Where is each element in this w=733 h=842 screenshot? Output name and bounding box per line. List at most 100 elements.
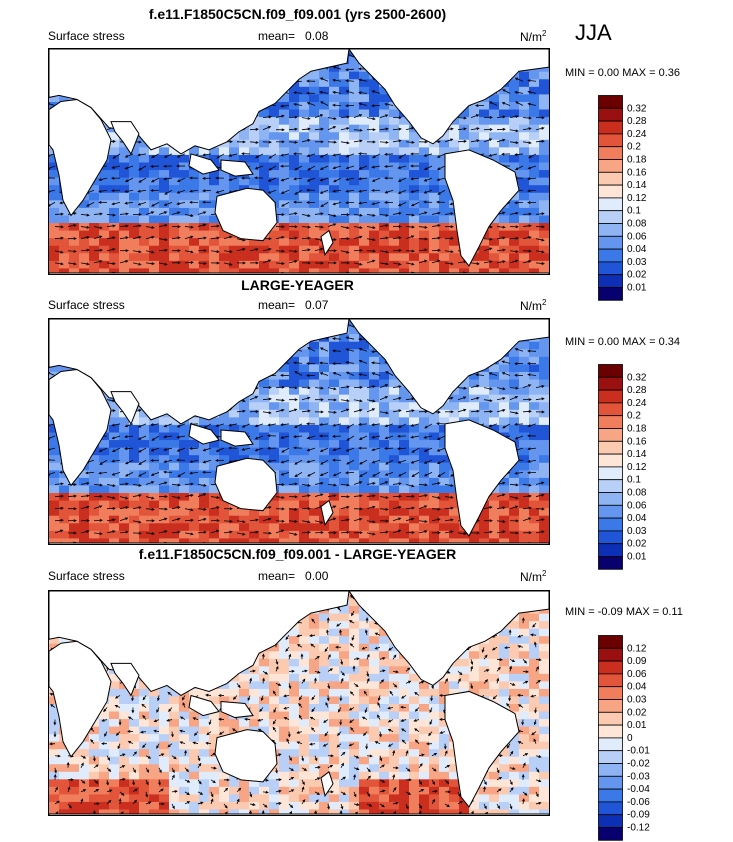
colorbar-swatch bbox=[599, 518, 623, 531]
mean-label: mean= bbox=[258, 569, 295, 583]
max-label: MAX = bbox=[622, 336, 655, 348]
colorbar-tick-label: 0.06 bbox=[627, 500, 647, 511]
mean-label: mean= bbox=[258, 298, 295, 312]
colorbar-swatch bbox=[599, 815, 623, 828]
colorbar-tick-label: 0.32 bbox=[627, 103, 647, 114]
max-value: 0.11 bbox=[662, 606, 683, 618]
colorbar-tick-label: -0.03 bbox=[627, 771, 650, 782]
panel-3-minmax: MIN = -0.09 MAX = 0.11 bbox=[565, 606, 683, 618]
colorbar-tick-label: 0.04 bbox=[627, 513, 647, 524]
colorbar-swatch bbox=[599, 377, 623, 390]
colorbar-tick-label: 0.14 bbox=[627, 180, 647, 191]
colorbar-tick-label: 0.18 bbox=[627, 424, 647, 435]
panel-3-field-label: Surface stress bbox=[48, 569, 125, 583]
season-label: JJA bbox=[575, 20, 612, 46]
map-panel-1 bbox=[48, 48, 550, 275]
colorbar-tick-label: 0.08 bbox=[627, 219, 647, 230]
colorbar-tick-label: 0.32 bbox=[627, 372, 647, 383]
colorbar-swatch bbox=[599, 480, 623, 493]
colorbar-swatch bbox=[599, 121, 623, 134]
colorbar-tick-label: 0.01 bbox=[627, 552, 647, 563]
colorbar-swatch bbox=[599, 700, 623, 713]
colorbar-tick-label: 0.06 bbox=[627, 669, 647, 680]
colorbar-swatch bbox=[599, 185, 623, 198]
units-text: N/m bbox=[520, 570, 542, 584]
min-value: -0.09 bbox=[598, 606, 623, 618]
colorbar-tick-label: 0.03 bbox=[627, 695, 647, 706]
panel-3-units: N/m2 bbox=[520, 569, 546, 584]
colorbar-tick-label: 0.14 bbox=[627, 449, 647, 460]
max-label: MAX = bbox=[626, 606, 659, 618]
min-value: 0.00 bbox=[598, 67, 619, 79]
colorbar-tick-label: -0.09 bbox=[627, 810, 650, 821]
colorbar-tick-label: 0.04 bbox=[627, 244, 647, 255]
min-label: MIN = bbox=[565, 606, 595, 618]
colorbar-swatch bbox=[599, 505, 623, 518]
colorbar-tick-label: 0.1 bbox=[627, 475, 641, 486]
colorbar-tick-label: -0.02 bbox=[627, 759, 650, 770]
panel-3-mean: mean= 0.00 bbox=[258, 569, 328, 583]
colorbar-tick-label: -0.04 bbox=[627, 784, 650, 795]
colorbar-swatch bbox=[599, 275, 623, 288]
units-exponent: 2 bbox=[542, 569, 546, 578]
colorbar-tick-label: 0.08 bbox=[627, 488, 647, 499]
panel-2-field-label: Surface stress bbox=[48, 298, 125, 312]
units-exponent: 2 bbox=[542, 29, 546, 38]
colorbar-tick-label: 0.01 bbox=[627, 283, 647, 294]
colorbar-tick-label: 0.03 bbox=[627, 526, 647, 537]
colorbar-swatch bbox=[599, 454, 623, 467]
colorbar-swatch bbox=[599, 493, 623, 506]
map-panel-2 bbox=[48, 318, 550, 545]
colorbar-tick-label: 0.02 bbox=[627, 539, 647, 550]
colorbar-tick-label: 0.12 bbox=[627, 193, 647, 204]
panel-1-minmax: MIN = 0.00 MAX = 0.36 bbox=[565, 67, 680, 79]
panel-title-3: f.e11.F1850C5CN.f09_f09.001 - LARGE-YEAG… bbox=[0, 546, 595, 562]
max-value: 0.36 bbox=[659, 67, 680, 79]
colorbar-swatch bbox=[599, 96, 623, 109]
panel-1-units: N/m2 bbox=[520, 29, 546, 44]
panel-2-units: N/m2 bbox=[520, 298, 546, 313]
colorbar-swatch bbox=[599, 751, 623, 764]
colorbar-swatch bbox=[599, 416, 623, 429]
colorbar-tick-label: 0.24 bbox=[627, 129, 647, 140]
colorbar-swatch bbox=[599, 648, 623, 661]
mean-value: 0.07 bbox=[305, 298, 328, 312]
colorbar-swatch bbox=[599, 467, 623, 480]
colorbar-swatch bbox=[599, 429, 623, 442]
colorbar-tick-label: 0.16 bbox=[627, 167, 647, 178]
colorbar-swatch bbox=[599, 134, 623, 147]
colorbar-swatch bbox=[599, 108, 623, 121]
colorbar-tick-label: 0 bbox=[627, 733, 633, 744]
colorbar-swatch bbox=[599, 764, 623, 777]
panel-1-mean: mean= 0.08 bbox=[258, 29, 328, 43]
mean-value: 0.08 bbox=[305, 29, 328, 43]
mean-value: 0.00 bbox=[305, 569, 328, 583]
units-text: N/m bbox=[520, 299, 542, 313]
colorbar-tick-label: -0.06 bbox=[627, 797, 650, 808]
panel-2-minmax: MIN = 0.00 MAX = 0.34 bbox=[565, 336, 680, 348]
colorbar-swatch bbox=[599, 224, 623, 237]
colorbar-tick-label: 0.06 bbox=[627, 231, 647, 242]
colorbar-tick-label: 0.01 bbox=[627, 720, 647, 731]
colorbar-swatch bbox=[599, 441, 623, 454]
min-value: 0.00 bbox=[598, 336, 619, 348]
colorbar-swatch bbox=[599, 802, 623, 815]
colorbar-tick-label: -0.12 bbox=[627, 823, 650, 834]
colorbar-tick-label: 0.18 bbox=[627, 155, 647, 166]
colorbar-swatch bbox=[599, 544, 623, 557]
colorbar-swatch bbox=[599, 390, 623, 403]
colorbar-tick-label: 0.28 bbox=[627, 385, 647, 396]
colorbar-swatch bbox=[599, 674, 623, 687]
max-value: 0.34 bbox=[659, 336, 680, 348]
colorbar-swatch bbox=[599, 776, 623, 789]
colorbar-swatch bbox=[599, 828, 623, 841]
colorbar-swatch bbox=[599, 738, 623, 751]
colorbar-swatch bbox=[599, 725, 623, 738]
colorbar-tick-label: -0.01 bbox=[627, 746, 650, 757]
mean-label: mean= bbox=[258, 29, 295, 43]
colorbar-swatch bbox=[599, 160, 623, 173]
panel-1-field-label: Surface stress bbox=[48, 29, 125, 43]
colorbar-tick-label: 0.03 bbox=[627, 257, 647, 268]
colorbar-tick-label: 0.02 bbox=[627, 707, 647, 718]
